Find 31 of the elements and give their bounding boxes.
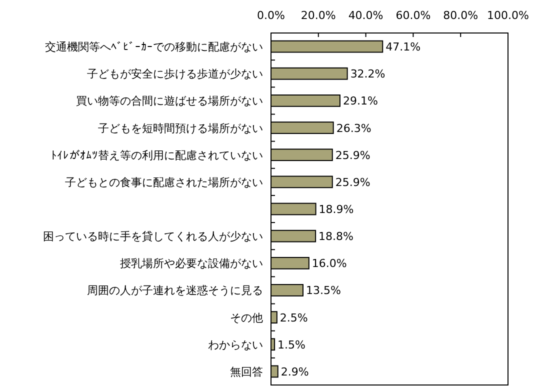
y-tick-label: 子どもが安全に歩ける歩道が少ない [87, 68, 263, 81]
x-tick-label: 100.0% [487, 9, 529, 22]
data-label: 16.0% [312, 257, 347, 270]
data-label: 18.9% [318, 203, 354, 216]
y-tick-label: その他 [230, 311, 263, 324]
y-tick-label: 子どもとの食事に配慮された場所がない [65, 176, 263, 189]
y-tick-label: 周囲の人が子連れを迷惑そうに見る [87, 284, 263, 298]
data-label: 2.5% [280, 311, 308, 324]
data-label: 25.9% [335, 176, 370, 189]
y-tick-label: ﾄｲﾚがｵﾑﾂ替え等の利用に配慮されていない [51, 148, 263, 162]
y-tick-label: 子どもを短時間預ける場所がない [98, 122, 263, 135]
y-tick-label: 授乳場所や必要な設備がない [120, 257, 263, 270]
data-label: 25.9% [335, 148, 370, 162]
x-tick-label: 0.0% [257, 9, 285, 22]
x-tick-label: 60.0% [396, 9, 431, 22]
y-tick-label: 買い物等の合間に遊ばせる場所がない [76, 94, 263, 108]
y-tick-label: 困っている時に手を貸してくれる人が少ない [43, 230, 263, 244]
y-tick-label: 交通機関等へﾍﾞﾋﾞｰｶｰでの移動に配慮がない [45, 40, 263, 54]
data-label: 13.5% [306, 284, 341, 298]
data-label: 18.8% [318, 230, 354, 244]
data-label: 26.3% [336, 122, 372, 135]
data-label: 2.9% [280, 365, 309, 378]
data-label: 1.5% [278, 338, 306, 352]
x-tick-label: 80.0% [443, 9, 478, 22]
y-tick-label: わからない [208, 338, 263, 352]
y-tick-label: 無回答 [230, 365, 263, 378]
data-label: 29.1% [342, 94, 378, 108]
x-tick-label: 20.0% [300, 9, 336, 22]
data-label: 47.1% [386, 40, 421, 54]
x-tick-label: 40.0% [348, 9, 384, 22]
data-label: 32.2% [350, 68, 386, 81]
